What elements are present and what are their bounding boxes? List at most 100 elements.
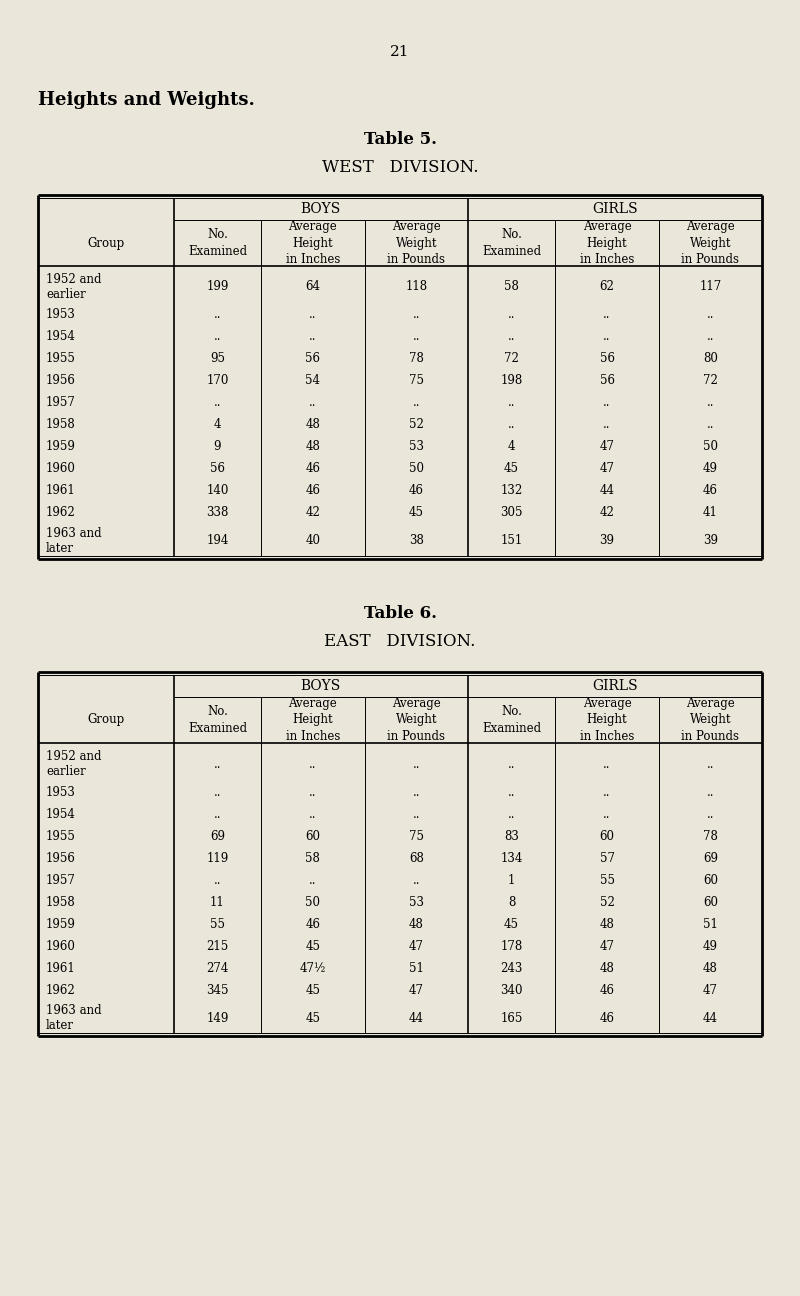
Text: 4: 4 bbox=[508, 441, 515, 454]
Text: 1959: 1959 bbox=[46, 918, 76, 931]
Text: 78: 78 bbox=[409, 353, 424, 365]
Text: 48: 48 bbox=[306, 441, 320, 454]
Text: 47: 47 bbox=[599, 463, 614, 476]
Text: 46: 46 bbox=[306, 485, 320, 498]
Text: Heights and Weights.: Heights and Weights. bbox=[38, 91, 255, 109]
Text: 1952 and
earlier: 1952 and earlier bbox=[46, 273, 102, 301]
Text: Average
Height
in Inches: Average Height in Inches bbox=[580, 697, 634, 743]
Text: 117: 117 bbox=[699, 280, 722, 293]
Text: 47: 47 bbox=[599, 940, 614, 953]
Text: 118: 118 bbox=[405, 280, 427, 293]
Text: 60: 60 bbox=[703, 874, 718, 886]
Text: 44: 44 bbox=[599, 485, 614, 498]
Text: Average
Height
in Inches: Average Height in Inches bbox=[286, 220, 340, 266]
Text: 47: 47 bbox=[409, 984, 424, 997]
Text: 4: 4 bbox=[214, 419, 222, 432]
Text: ..: .. bbox=[309, 757, 317, 771]
Text: 1963 and
later: 1963 and later bbox=[46, 527, 102, 555]
Text: 1955: 1955 bbox=[46, 829, 76, 842]
Text: Group: Group bbox=[87, 714, 125, 727]
Text: ..: .. bbox=[603, 785, 610, 798]
Text: No.
Examined: No. Examined bbox=[482, 705, 541, 735]
Text: ..: .. bbox=[508, 807, 515, 820]
Text: ..: .. bbox=[214, 757, 222, 771]
Text: 51: 51 bbox=[409, 962, 424, 975]
Text: 45: 45 bbox=[409, 507, 424, 520]
Text: ..: .. bbox=[309, 785, 317, 798]
Text: WEST   DIVISION.: WEST DIVISION. bbox=[322, 158, 478, 175]
Text: 38: 38 bbox=[409, 534, 424, 547]
Text: ..: .. bbox=[706, 308, 714, 321]
Text: 49: 49 bbox=[703, 940, 718, 953]
Text: 52: 52 bbox=[600, 896, 614, 908]
Text: ..: .. bbox=[214, 874, 222, 886]
Text: 53: 53 bbox=[409, 896, 424, 908]
Text: 48: 48 bbox=[409, 918, 424, 931]
Text: 42: 42 bbox=[306, 507, 320, 520]
Text: 178: 178 bbox=[501, 940, 522, 953]
Text: 1963 and
later: 1963 and later bbox=[46, 1004, 102, 1032]
Text: 57: 57 bbox=[599, 851, 614, 864]
Text: ..: .. bbox=[309, 807, 317, 820]
Text: Average
Weight
in Pounds: Average Weight in Pounds bbox=[682, 220, 739, 266]
Text: 58: 58 bbox=[306, 851, 320, 864]
Text: ..: .. bbox=[706, 397, 714, 410]
Text: 58: 58 bbox=[504, 280, 519, 293]
Text: 75: 75 bbox=[409, 375, 424, 388]
Text: 11: 11 bbox=[210, 896, 225, 908]
Text: 199: 199 bbox=[206, 280, 229, 293]
Text: 49: 49 bbox=[703, 463, 718, 476]
Text: 54: 54 bbox=[306, 375, 320, 388]
Text: ..: .. bbox=[214, 308, 222, 321]
Text: ..: .. bbox=[413, 874, 420, 886]
Text: 48: 48 bbox=[306, 419, 320, 432]
Text: 42: 42 bbox=[600, 507, 614, 520]
Text: ..: .. bbox=[508, 308, 515, 321]
Text: 1959: 1959 bbox=[46, 441, 76, 454]
Text: Average
Height
in Inches: Average Height in Inches bbox=[286, 697, 340, 743]
Text: 47½: 47½ bbox=[300, 962, 326, 975]
Text: 45: 45 bbox=[504, 918, 519, 931]
Text: Average
Weight
in Pounds: Average Weight in Pounds bbox=[682, 697, 739, 743]
Text: 45: 45 bbox=[306, 940, 320, 953]
Text: 1956: 1956 bbox=[46, 851, 76, 864]
Text: 46: 46 bbox=[306, 463, 320, 476]
Text: 53: 53 bbox=[409, 441, 424, 454]
Text: ..: .. bbox=[413, 397, 420, 410]
Text: ..: .. bbox=[214, 785, 222, 798]
Text: 83: 83 bbox=[504, 829, 519, 842]
Text: ..: .. bbox=[508, 757, 515, 771]
Text: 60: 60 bbox=[703, 896, 718, 908]
Text: ..: .. bbox=[706, 785, 714, 798]
Text: 55: 55 bbox=[210, 918, 225, 931]
Text: BOYS: BOYS bbox=[301, 679, 341, 693]
Text: 1953: 1953 bbox=[46, 308, 76, 321]
Text: ..: .. bbox=[603, 757, 610, 771]
Text: GIRLS: GIRLS bbox=[592, 202, 638, 216]
Text: 72: 72 bbox=[703, 375, 718, 388]
Text: 62: 62 bbox=[600, 280, 614, 293]
Text: ..: .. bbox=[508, 785, 515, 798]
Text: 1957: 1957 bbox=[46, 874, 76, 886]
Text: ..: .. bbox=[309, 308, 317, 321]
Text: 1957: 1957 bbox=[46, 397, 76, 410]
Text: 48: 48 bbox=[600, 962, 614, 975]
Text: 194: 194 bbox=[206, 534, 229, 547]
Text: 39: 39 bbox=[703, 534, 718, 547]
Text: 56: 56 bbox=[210, 463, 225, 476]
Text: 1961: 1961 bbox=[46, 485, 76, 498]
Text: ..: .. bbox=[413, 757, 420, 771]
Text: 56: 56 bbox=[599, 353, 614, 365]
Text: 165: 165 bbox=[501, 1011, 523, 1025]
Text: 45: 45 bbox=[306, 984, 320, 997]
Text: ..: .. bbox=[508, 330, 515, 343]
Text: 274: 274 bbox=[206, 962, 229, 975]
Text: 50: 50 bbox=[409, 463, 424, 476]
Text: No.
Examined: No. Examined bbox=[188, 228, 247, 258]
Text: ..: .. bbox=[603, 397, 610, 410]
Text: GIRLS: GIRLS bbox=[592, 679, 638, 693]
Text: 44: 44 bbox=[409, 1011, 424, 1025]
Text: 68: 68 bbox=[409, 851, 424, 864]
Text: 52: 52 bbox=[409, 419, 424, 432]
Text: ..: .. bbox=[706, 419, 714, 432]
